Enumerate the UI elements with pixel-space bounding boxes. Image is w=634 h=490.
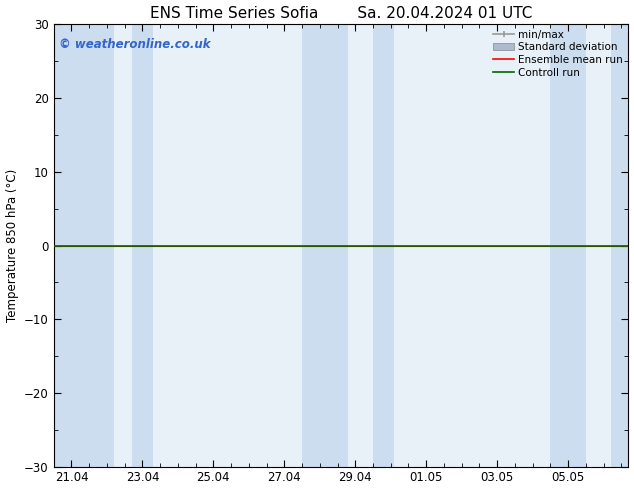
- Bar: [611, 24, 628, 466]
- Bar: [132, 24, 153, 466]
- Bar: [54, 24, 114, 466]
- Text: © weatheronline.co.uk: © weatheronline.co.uk: [60, 38, 211, 51]
- Title: ENS Time Series Sofia        Sa. 20.04.2024 01 UTC: ENS Time Series Sofia Sa. 20.04.2024 01 …: [150, 5, 533, 21]
- Bar: [302, 24, 348, 466]
- Bar: [373, 24, 394, 466]
- Y-axis label: Temperature 850 hPa (°C): Temperature 850 hPa (°C): [6, 169, 18, 322]
- Bar: [550, 24, 586, 466]
- Legend: min/max, Standard deviation, Ensemble mean run, Controll run: min/max, Standard deviation, Ensemble me…: [491, 27, 625, 79]
